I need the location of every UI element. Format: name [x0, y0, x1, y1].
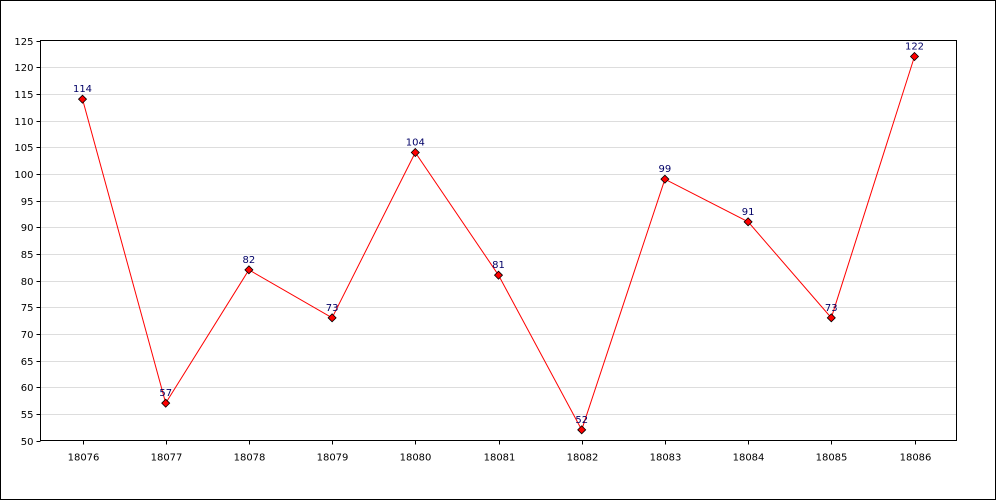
data-label: 114 — [73, 84, 92, 95]
data-label: 99 — [659, 164, 672, 175]
y-tick-label: 65 — [21, 357, 34, 368]
data-point — [493, 270, 504, 280]
x-tick-label: 18080 — [400, 453, 432, 464]
x-tick-label: 18076 — [68, 453, 100, 464]
y-tick-label: 125 — [14, 37, 33, 48]
data-label: 73 — [326, 303, 339, 314]
y-tick-label: 75 — [21, 303, 34, 314]
y-axis: 50 55 60 65 70 75 80 85 90 95 100 105 110 115 120 125 — [14, 37, 41, 448]
x-tick-label: 18083 — [650, 453, 682, 464]
x-tick-label: 18086 — [900, 453, 932, 464]
x-tick-label: 18085 — [816, 453, 848, 464]
data-point — [161, 398, 171, 408]
x-tick-label: 18078 — [234, 453, 266, 464]
y-tick-label: 120 — [14, 63, 33, 74]
data-label: 122 — [905, 42, 924, 53]
grid-lines — [40, 67, 957, 415]
y-tick-label: 85 — [21, 250, 34, 261]
data-point — [244, 265, 254, 275]
data-label: 91 — [742, 207, 755, 218]
data-point — [410, 147, 420, 158]
data-label: 82 — [243, 255, 256, 266]
x-tick-label: 18079 — [317, 453, 349, 464]
x-tick-label: 18081 — [484, 453, 516, 464]
y-tick-label: 55 — [21, 410, 34, 421]
x-tick-label: 18077 — [151, 453, 183, 464]
data-point — [660, 174, 670, 184]
y-tick-label: 80 — [21, 277, 34, 288]
series-group: 114 57 82 73 104 81 52 99 91 73 122 — [73, 42, 924, 435]
x-tick-label: 18082 — [567, 453, 599, 464]
plot-area — [40, 40, 957, 441]
data-label: 73 — [825, 303, 838, 314]
y-tick-label: 60 — [21, 383, 34, 394]
data-point — [743, 217, 753, 227]
data-label: 81 — [492, 260, 505, 271]
y-tick-label: 90 — [21, 223, 34, 234]
series-line — [82, 56, 915, 432]
data-label: 104 — [406, 138, 425, 149]
data-point — [909, 51, 920, 62]
y-tick-label: 95 — [21, 197, 34, 208]
data-point — [826, 313, 836, 323]
y-tick-label: 70 — [21, 330, 34, 341]
y-tick-label: 105 — [14, 143, 33, 154]
y-tick-label: 50 — [21, 437, 34, 448]
x-tick-label: 18084 — [733, 453, 765, 464]
y-tick-label: 110 — [14, 117, 33, 128]
data-point — [327, 313, 337, 323]
data-label: 52 — [575, 415, 588, 426]
data-point — [77, 94, 88, 104]
y-tick-label: 100 — [14, 170, 33, 181]
data-point — [577, 425, 587, 435]
x-axis: 18076 18077 18078 18079 18080 18081 18082 18083… — [68, 440, 932, 464]
y-tick-label: 115 — [14, 90, 33, 101]
data-label: 57 — [159, 388, 172, 399]
